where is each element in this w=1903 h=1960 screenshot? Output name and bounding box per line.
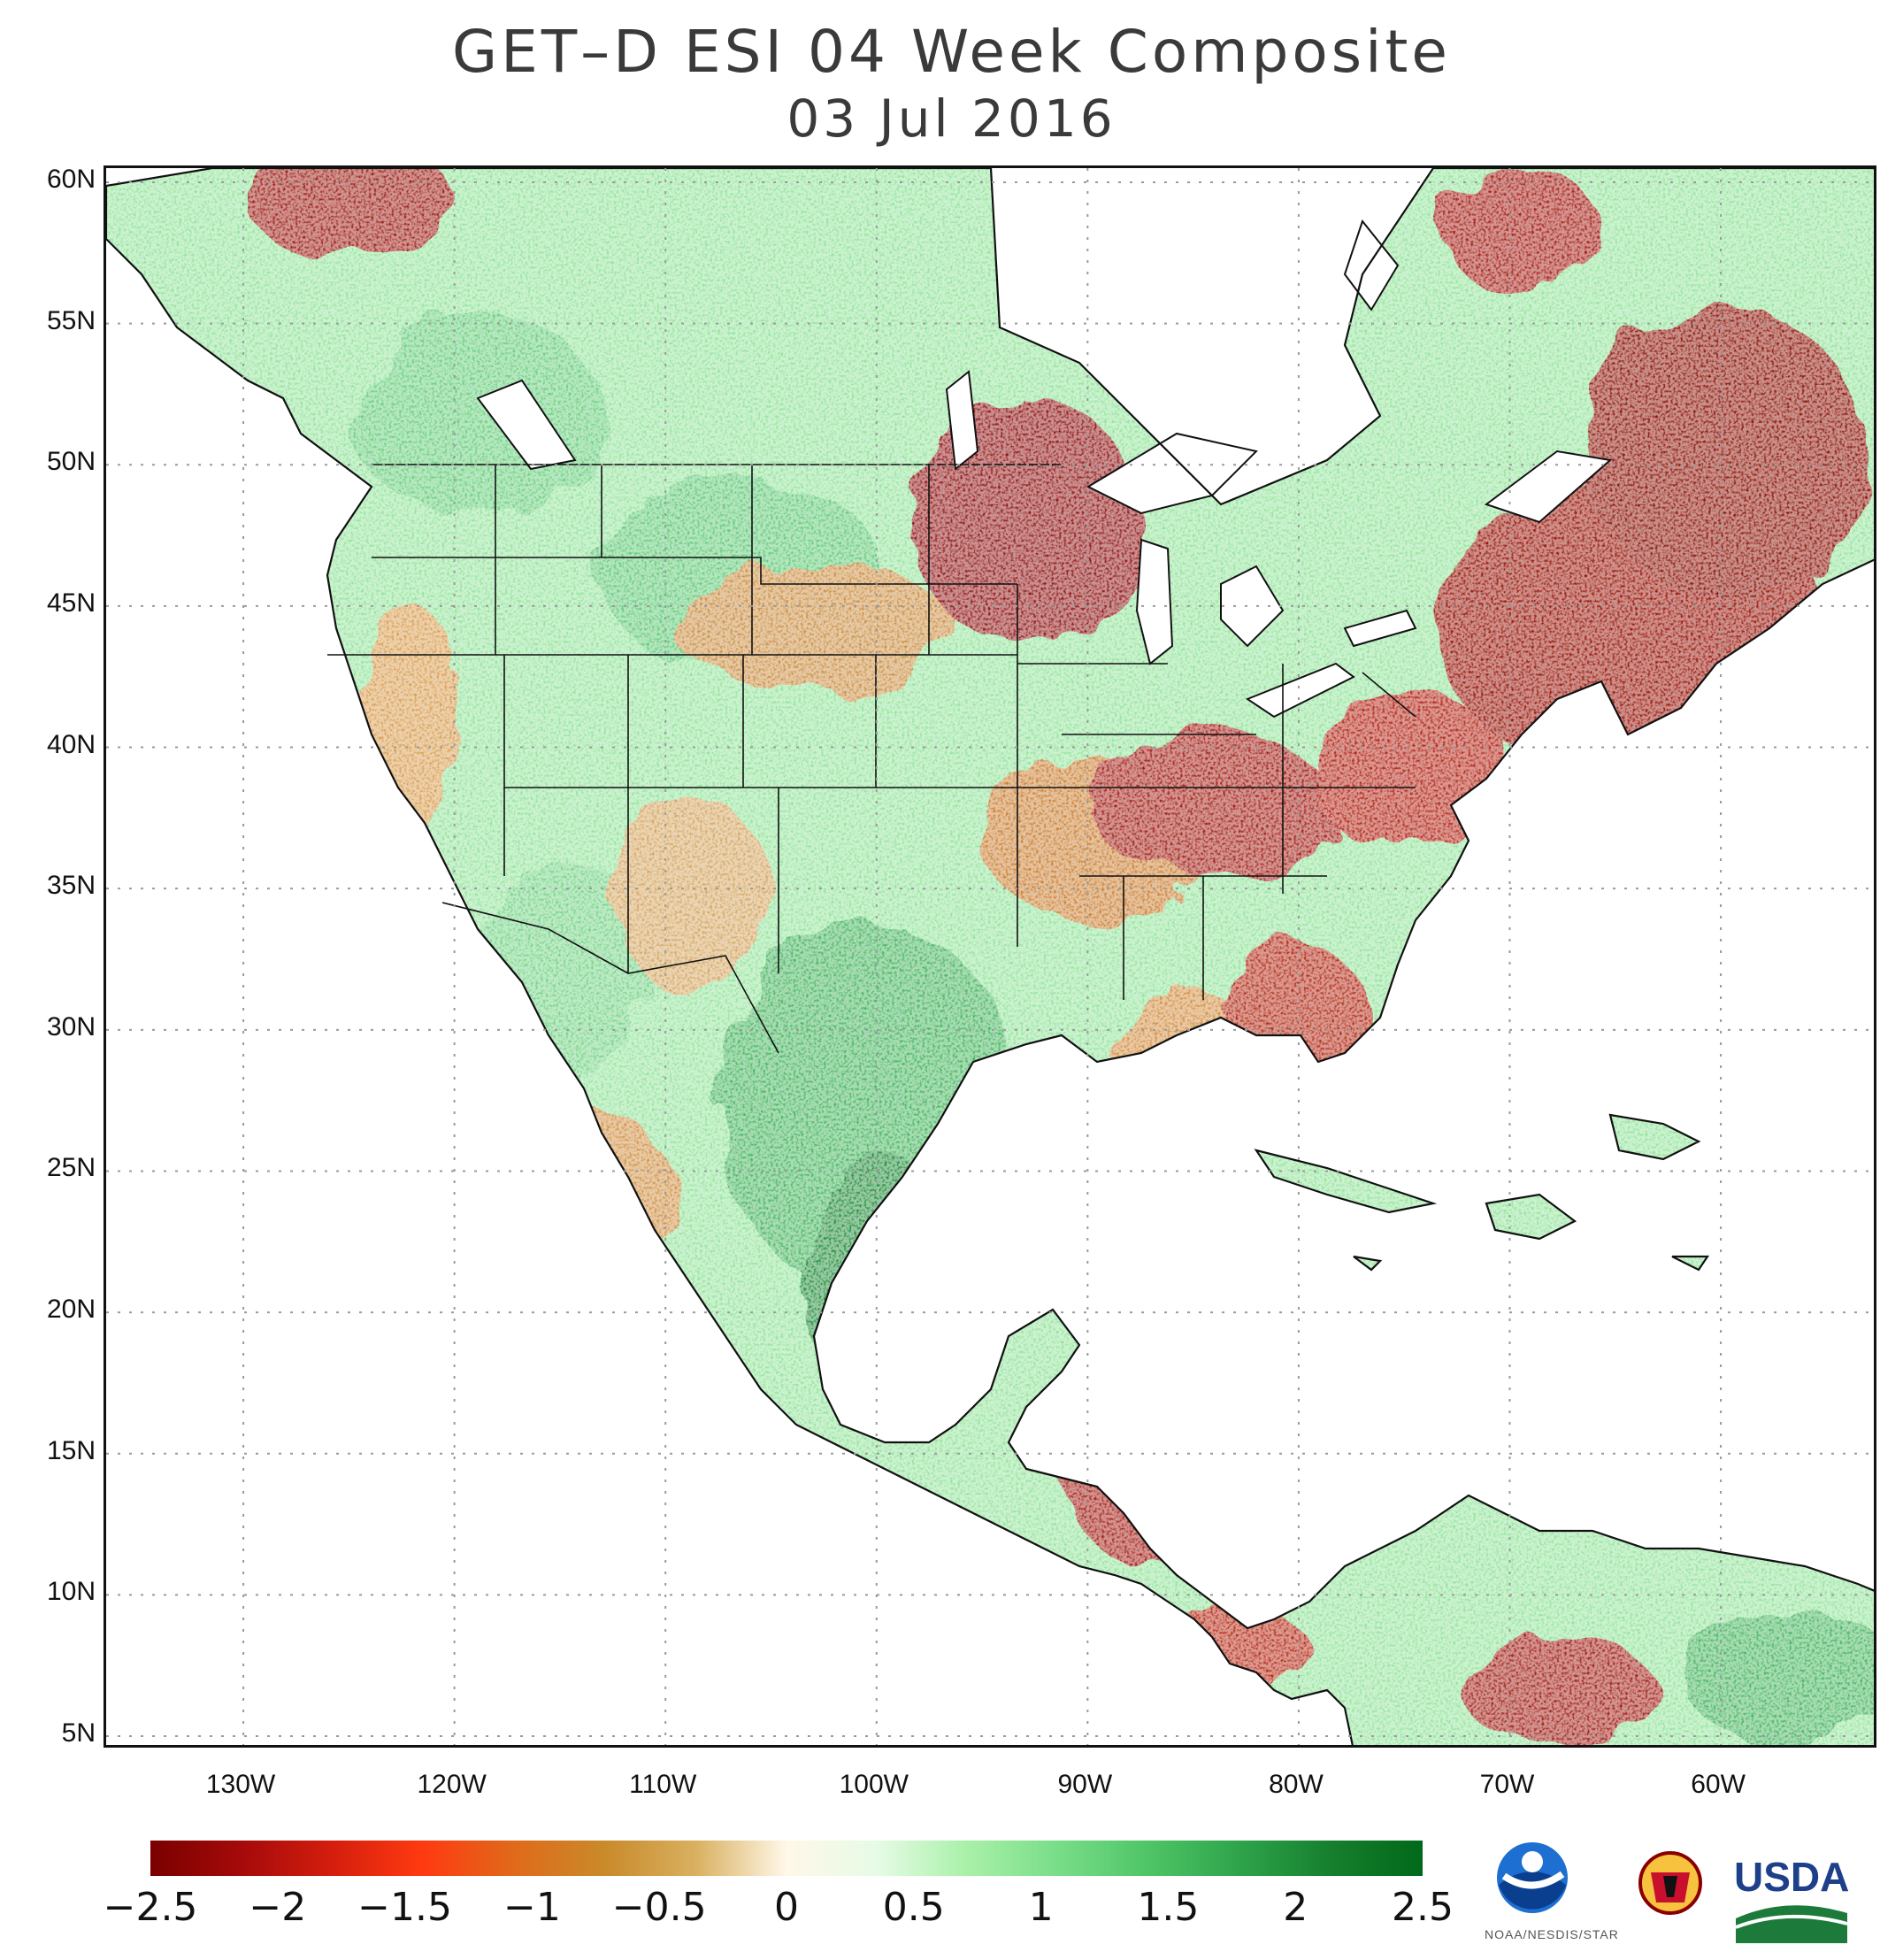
latitude-label: 25N: [46, 1153, 96, 1183]
colorbar-tick-label: 0: [774, 1885, 799, 1930]
lake-ontario: [1343, 609, 1417, 648]
lake-winnipeg: [945, 370, 979, 471]
colorbar-tick-label: −0.5: [611, 1885, 707, 1930]
longitude-label: 90W: [1057, 1770, 1113, 1799]
inland-water: [476, 219, 1613, 719]
hudson-bay-edge: [1343, 219, 1400, 311]
lake-michigan: [1135, 538, 1174, 665]
latitude-label: 5N: [61, 1718, 96, 1749]
longitude-label: 120W: [417, 1770, 487, 1799]
colorbar-tick-label: 0.5: [882, 1885, 945, 1930]
latitude-label: 10N: [46, 1577, 96, 1607]
latitude-label: 50N: [46, 447, 96, 477]
university-seal: [1638, 1851, 1702, 1915]
noaa-caption: NOAA/NESDIS/STAR: [1485, 1927, 1619, 1941]
noaa-logo: [1497, 1842, 1568, 1913]
colorbar-fill: [150, 1841, 1423, 1876]
latitude-label: 45N: [46, 588, 96, 618]
colorbar-tick-label: −2.5: [103, 1885, 198, 1930]
rockies-gap: [476, 379, 577, 471]
longitude-label: 100W: [839, 1770, 909, 1799]
colorbar-tick-label: 1.5: [1137, 1885, 1200, 1930]
colorbar: [150, 1841, 1423, 1876]
colorbar-tick-label: 1: [1028, 1885, 1054, 1930]
latitude-label: 55N: [46, 305, 96, 335]
esi-map: [106, 168, 1874, 1745]
latitude-label: 40N: [46, 729, 96, 759]
gulf-st-lawrence: [1484, 450, 1613, 524]
longitude-label: 70W: [1479, 1770, 1535, 1799]
lake-superior: [1086, 432, 1258, 515]
map-date: 03 Jul 2016: [787, 88, 1116, 149]
lake-erie: [1245, 662, 1355, 719]
usda-logo: [1735, 1905, 1848, 1943]
latitude-label: 30N: [46, 1011, 96, 1041]
colorbar-tick-label: 2.5: [1392, 1885, 1454, 1930]
map-panel: [104, 165, 1876, 1748]
longitude-label: 110W: [629, 1770, 697, 1799]
map-title: GET–D ESI 04 Week Composite: [451, 18, 1451, 86]
longitude-label: 80W: [1269, 1770, 1324, 1799]
colorbar-tick-label: −1.5: [357, 1885, 453, 1930]
colorbar-tick-label: −2: [249, 1885, 307, 1930]
graticule: [106, 168, 1874, 1745]
data-gaps-texture: [106, 168, 1874, 1745]
latitude-label: 35N: [46, 871, 96, 901]
longitude-label: 130W: [205, 1770, 276, 1799]
colorbar-tick-label: −1: [503, 1885, 561, 1930]
logo-strip: [1497, 1842, 1848, 1943]
latitude-label: 20N: [46, 1295, 96, 1325]
lake-huron: [1220, 565, 1285, 648]
longitude-label: 60W: [1691, 1770, 1746, 1799]
usda-wordmark: USDA: [1734, 1854, 1850, 1900]
latitude-label: 60N: [46, 164, 96, 194]
latitude-label: 15N: [46, 1435, 96, 1465]
colorbar-tick-label: 2: [1283, 1885, 1308, 1930]
